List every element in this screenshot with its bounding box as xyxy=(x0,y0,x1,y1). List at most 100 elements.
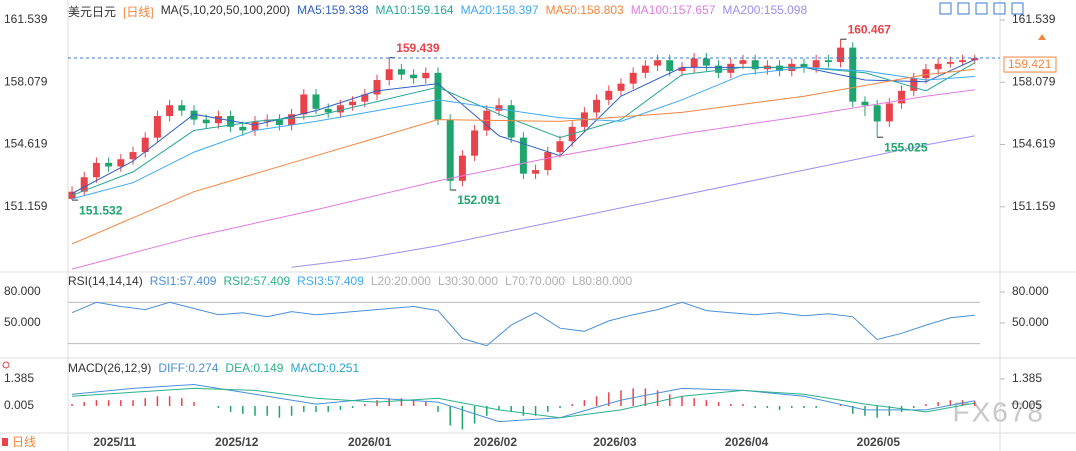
y-tick-label: 161.539 xyxy=(4,12,48,26)
candle-body xyxy=(117,159,125,167)
macd-bar xyxy=(278,406,281,418)
tool-button[interactable] xyxy=(939,2,952,15)
macd-bar xyxy=(376,400,378,407)
candle-body xyxy=(751,60,759,70)
footer-period[interactable]: 日线 xyxy=(12,435,36,449)
candle-body xyxy=(666,60,674,72)
tool-button[interactable] xyxy=(993,2,1006,15)
y-tick-label: 80.000 xyxy=(4,284,41,298)
legend-entry: MA10:159.164 xyxy=(375,3,454,17)
macd-bar xyxy=(168,396,171,407)
last-price-tag xyxy=(1003,56,1057,73)
candle-body xyxy=(422,72,430,79)
indicator-label: RSI3:57.409 xyxy=(297,274,364,288)
annotation: 152.091 xyxy=(457,193,501,207)
macd-bar xyxy=(815,406,817,408)
candle-body xyxy=(446,119,454,181)
macd-bar xyxy=(229,406,232,412)
indicator-label: L20:20.000 xyxy=(370,274,431,288)
legend-entry: MA5:159.338 xyxy=(297,3,369,17)
candle-body xyxy=(934,63,942,70)
candle-body xyxy=(690,58,698,68)
candle-body xyxy=(873,105,881,122)
series-line xyxy=(71,387,975,419)
tool-button[interactable] xyxy=(975,2,988,15)
candle-body xyxy=(959,60,967,63)
candle-body xyxy=(519,137,527,174)
series-line xyxy=(71,68,975,245)
macd-bar xyxy=(461,406,464,430)
rsi-header: RSI(14,14,14) RSI1:57.409 RSI2:57.409 RSI3… xyxy=(68,274,632,288)
macd-bar xyxy=(925,404,927,407)
candle-body xyxy=(471,130,479,156)
candle-body xyxy=(385,69,393,81)
macd-bar xyxy=(778,406,781,410)
candle-body xyxy=(898,90,906,104)
candle-body xyxy=(166,105,174,117)
x-tick-label: 2026/05 xyxy=(857,435,901,449)
indicator-label: L70:70.000 xyxy=(505,274,566,288)
macd-bar xyxy=(132,400,134,407)
candle-body xyxy=(971,58,979,61)
candle-body xyxy=(678,67,686,72)
y-tick-label: 154.619 xyxy=(1012,137,1056,151)
period-icon[interactable] xyxy=(2,438,8,446)
y-tick-label: 50.000 xyxy=(4,315,41,329)
scroll-arrow[interactable] xyxy=(1038,34,1046,40)
candle-body xyxy=(190,110,198,120)
macd-bar xyxy=(437,406,439,412)
toolbar xyxy=(2,2,1046,446)
candle-body xyxy=(495,105,503,111)
macd-bar xyxy=(510,406,512,412)
macd-bar xyxy=(913,406,915,408)
macd-bar xyxy=(766,406,769,408)
y-tick-label: 0.005 xyxy=(4,398,34,412)
macd-bar xyxy=(547,406,549,412)
candle-body xyxy=(885,103,893,122)
legend-entry: MA200:155.098 xyxy=(722,3,808,17)
series-line xyxy=(71,383,975,423)
candle-body xyxy=(544,152,552,171)
period[interactable]: [日线] xyxy=(123,5,154,19)
macd-bar xyxy=(107,400,110,407)
legend-entry: MA100:157.657 xyxy=(630,3,716,17)
candle-body xyxy=(739,60,747,64)
legend-entry: RSI1:57.409 xyxy=(149,274,217,288)
macd-bar xyxy=(95,400,98,407)
macd-bar xyxy=(864,406,866,416)
candle-body xyxy=(153,116,161,138)
candle-body xyxy=(361,94,369,102)
candle-body xyxy=(849,47,857,102)
indicator-icon[interactable] xyxy=(2,361,10,369)
x-tick-label: 2026/03 xyxy=(593,435,637,449)
macd-bar xyxy=(852,406,854,414)
macd-bar xyxy=(412,400,415,407)
candle-body xyxy=(727,63,735,73)
macd-bar xyxy=(669,394,671,407)
macd-bar xyxy=(644,388,647,407)
candle-body xyxy=(629,72,637,84)
y-tick-label: 1.385 xyxy=(1012,371,1042,385)
tool-button[interactable] xyxy=(957,2,970,15)
macd-bar xyxy=(632,388,634,407)
y-tick-label: 151.159 xyxy=(1012,199,1056,213)
candle-body xyxy=(532,170,540,174)
candle-body xyxy=(605,90,613,100)
y-tick-label: 151.159 xyxy=(4,199,48,213)
candle-body xyxy=(214,116,222,124)
macd-bar xyxy=(217,406,220,408)
annotation: 151.532 xyxy=(79,203,123,217)
legend-entry: MA20:158.397 xyxy=(460,3,539,17)
candle-body xyxy=(105,162,113,167)
macd-bar xyxy=(705,400,708,407)
macd-bar xyxy=(181,398,183,407)
candle-body xyxy=(458,155,466,181)
tool-button[interactable] xyxy=(1011,2,1024,15)
candle-body xyxy=(251,121,259,131)
x-tick-label: 2026/01 xyxy=(348,435,392,449)
indicator[interactable]: MA(5,10,20,50,100,200) xyxy=(160,3,291,17)
title: 美元日元 xyxy=(68,5,117,19)
last-price: 159.421 xyxy=(1008,57,1052,71)
candle-body xyxy=(910,78,918,91)
